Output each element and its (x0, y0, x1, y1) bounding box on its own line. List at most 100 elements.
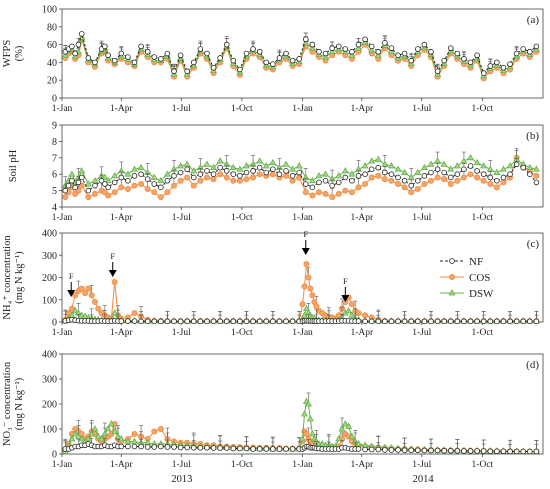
cos-point (131, 182, 138, 189)
cos-point (62, 194, 69, 201)
nf-point (151, 54, 158, 60)
x-tick-label: 1-Apr (110, 104, 134, 114)
cos-point (250, 174, 257, 181)
nf-point (111, 57, 118, 64)
nf-point (210, 171, 217, 178)
nf-point (276, 55, 283, 61)
nf-point (118, 174, 125, 181)
nf-point (474, 448, 480, 454)
nf-point (171, 444, 177, 450)
nf-point (368, 43, 375, 50)
dsw-point (407, 173, 415, 180)
dsw-point (420, 163, 428, 171)
nf-point (382, 169, 388, 176)
nf-point (105, 52, 111, 59)
dsw-point (124, 437, 132, 444)
nf-point (467, 163, 474, 169)
cos-point (88, 292, 95, 299)
dsw-point (130, 165, 138, 172)
dsw-point (427, 160, 435, 167)
x-tick-label: 1-Jul (172, 213, 191, 223)
nf-point (434, 318, 441, 325)
nf-point (131, 318, 138, 324)
cos-point (434, 174, 441, 181)
nf-point (98, 177, 105, 184)
dsw-point (111, 427, 119, 434)
nf-point (177, 318, 184, 325)
nf-point (296, 56, 303, 62)
nf-point (296, 169, 303, 176)
dsw-point (71, 430, 79, 437)
dsw-point (322, 170, 330, 177)
nf-point (480, 448, 487, 454)
year-label: 2014 (413, 474, 435, 485)
nf-point (507, 318, 513, 325)
nf-point (171, 173, 177, 179)
nf-point (533, 318, 540, 325)
nf-point (250, 446, 256, 452)
panel-label: (b) (526, 130, 539, 142)
x-tick-label: 1-Jul (412, 213, 431, 223)
dsw-point (203, 160, 211, 167)
cos-point (78, 285, 85, 292)
x-tick-label: 1-Oct (231, 104, 253, 114)
nf-point (421, 318, 428, 325)
dsw-point (387, 47, 395, 55)
nf-point (210, 445, 217, 451)
dsw-point (308, 44, 316, 51)
x-tick-label: 1-Jan (292, 104, 313, 114)
nf-point (401, 177, 408, 184)
y-tick-label: 5 (52, 186, 57, 197)
nf-point (487, 174, 494, 181)
cos-point (105, 192, 112, 199)
dsw-point (94, 432, 102, 439)
dsw-line (64, 400, 537, 452)
x-tick-label: 1-Jan (52, 213, 73, 223)
nf-point (131, 59, 138, 66)
y-tick-label: 200 (42, 273, 57, 284)
cos-point (85, 285, 92, 292)
cos-point (447, 181, 454, 188)
nf-point (144, 444, 151, 450)
cos-point (474, 174, 481, 181)
cos-point (203, 174, 210, 181)
x-tick-label: 1-Jul (172, 460, 191, 470)
cos-point (329, 194, 336, 201)
dsw-point (322, 53, 330, 60)
nf-point (527, 171, 533, 178)
cos-point (355, 310, 362, 317)
nf-point (434, 68, 441, 75)
nf-point (237, 173, 243, 179)
nf-point (276, 446, 283, 452)
y-tick-label: 8 (52, 137, 57, 148)
y-tick-label: 6 (52, 170, 57, 181)
cos-point (269, 171, 276, 178)
nf-point (190, 174, 197, 181)
dsw-point (308, 176, 316, 184)
nf-point (125, 177, 131, 184)
nf-point (243, 169, 250, 176)
cos-point (342, 187, 349, 194)
nf-point (447, 447, 454, 454)
dsw-point (387, 162, 395, 169)
nf-point (434, 166, 441, 173)
dsw-point (486, 165, 494, 172)
fertilization-arrow-head (301, 248, 310, 255)
cos-point (303, 430, 310, 437)
dsw-point (304, 400, 312, 407)
cos-point (467, 171, 474, 178)
x-tick-label: 1-Jan (52, 104, 73, 114)
x-tick-label: 1-Oct (472, 104, 494, 114)
fertilization-label: F (69, 271, 74, 281)
nf-point (72, 50, 78, 57)
cos-point (82, 290, 89, 297)
dsw-point (282, 160, 290, 167)
dsw-point (74, 432, 82, 439)
nf-point (388, 318, 395, 325)
nf-point (283, 318, 289, 325)
dsw-point (345, 307, 353, 314)
nf-point (223, 318, 230, 325)
nf-point (69, 177, 75, 184)
y-tick-label: 200 (42, 400, 57, 411)
dsw-point (157, 176, 165, 184)
